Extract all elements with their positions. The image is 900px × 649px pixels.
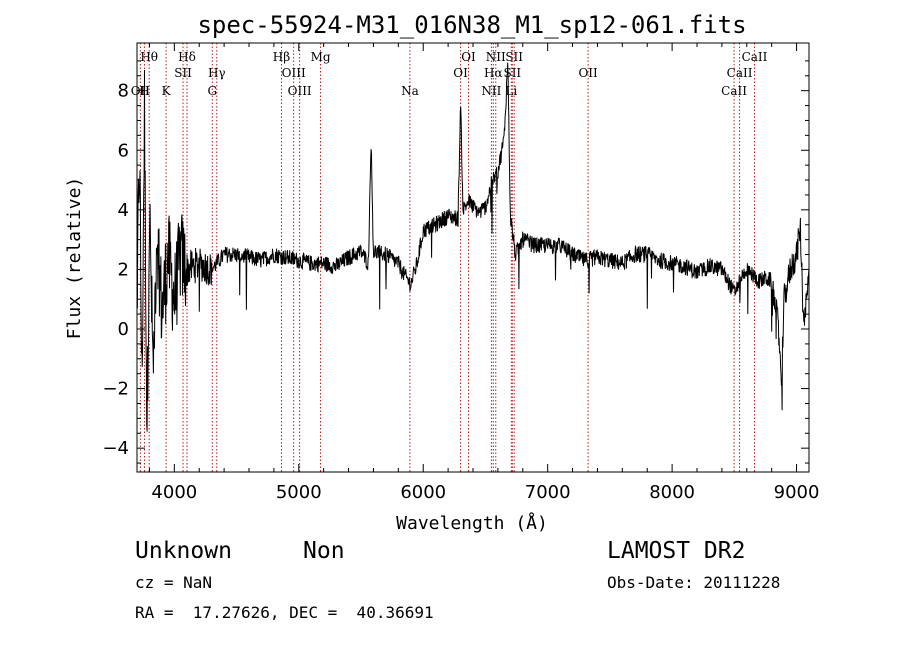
line-label: SII [174,66,192,80]
line-label: CaII [721,84,747,98]
x-tick-label: 9000 [774,482,820,503]
line-label: CaII [727,66,753,80]
y-tick-label: −2 [102,379,129,400]
obs-date-text: Obs-Date: 20111228 [607,573,781,592]
survey-label: LAMOST DR2 [607,538,746,564]
y-tick-label: 4 [118,200,129,221]
x-axis-label: Wavelength (Å) [396,512,548,534]
y-axis-label: Flux (relative) [64,177,85,340]
line-label: Hβ [273,50,290,64]
axis-ticks: 4000 5000 6000 7000 8000 9000 −4 −2 0 2 4 6 8 [102,43,819,503]
line-label: CaII [742,50,768,64]
x-tick-label: 8000 [649,482,695,503]
line-label: Hα [484,66,503,80]
x-tick-label: 6000 [400,482,446,503]
subclass-label: Non [303,538,345,564]
line-label: SII [505,50,523,64]
x-tick-label: 7000 [525,482,571,503]
y-tick-label: 8 [118,81,129,102]
x-tick-label: 4000 [151,482,197,503]
line-label: NII [486,50,506,64]
x-tick-label: 5000 [276,482,322,503]
line-label: Hγ [208,66,226,80]
line-label: Hδ [178,50,196,64]
y-tick-label: 6 [118,140,129,161]
line-label: OIII [288,84,312,98]
line-label: Mg [311,50,331,64]
y-tick-label: −4 [102,438,129,459]
line-label: K [162,84,172,98]
line-label: NII [481,84,501,98]
y-tick-label: 0 [118,319,129,340]
line-label: OII [578,66,598,80]
line-label: OI [461,50,476,64]
line-label: SII [503,66,521,80]
line-label: G [207,84,217,98]
flux-series-line [136,62,810,432]
class-label: Unknown [135,538,232,564]
line-label: OI [453,66,468,80]
redshift-text: cz = NaN [135,573,213,592]
y-tick-label: 2 [118,259,129,280]
coordinates-text: RA = 17.27626, DEC = 40.36691 [135,603,434,622]
line-label: Na [401,84,419,98]
line-label: OIII [282,66,306,80]
line-label: Li [505,84,517,98]
line-label: Hθ [140,50,158,64]
chart-title: spec-55924-M31_016N38_M1_sp12-061.fits [197,11,746,39]
